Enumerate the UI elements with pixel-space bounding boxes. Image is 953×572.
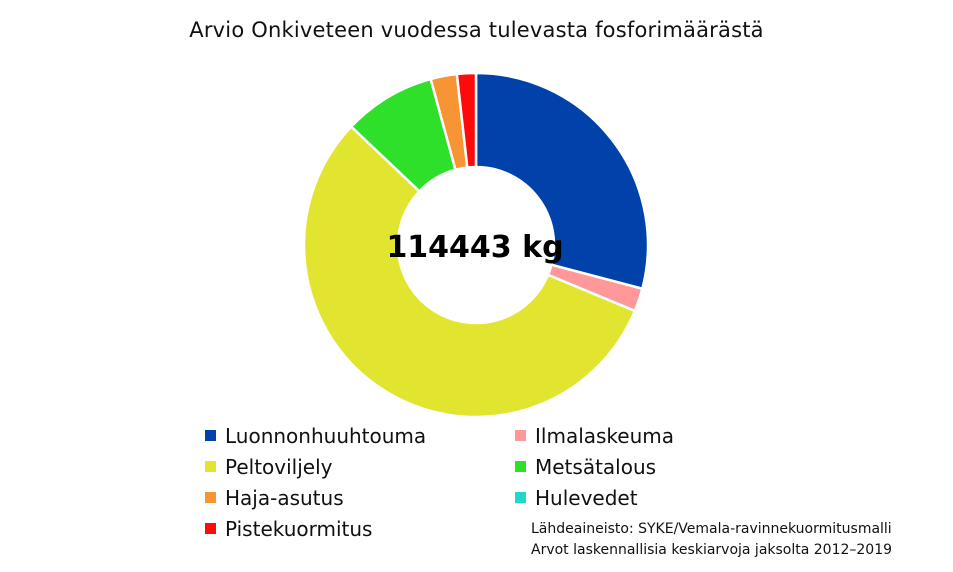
legend-item-metsatalous: Metsätalous — [515, 451, 725, 482]
source-note-line: Lähdeaineisto: SYKE/Vemala-ravinnekuormi… — [531, 521, 892, 537]
legend-item-hulevedet: Hulevedet — [515, 482, 725, 513]
source-note: Lähdeaineisto: SYKE/Vemala-ravinnekuormi… — [531, 519, 892, 561]
legend-label: Haja-asutus — [225, 485, 344, 510]
donut-slice-luonnonhuuhtouma — [474, 71, 650, 291]
period-note-line: Arvot laskennallisia keskiarvoja jaksolt… — [531, 542, 893, 558]
legend-swatch-haja-asutus — [205, 492, 216, 503]
legend-label: Metsätalous — [535, 454, 657, 479]
legend-item-haja-asutus: Haja-asutus — [205, 482, 515, 513]
legend-item-luonnonhuuhtouma: Luonnonhuuhtouma — [205, 420, 515, 451]
center-total-label: 114443 kg — [386, 230, 563, 265]
donut-slices — [302, 71, 650, 419]
donut-slice-pistekuormitus — [455, 71, 478, 169]
legend-label: Peltoviljely — [225, 454, 333, 479]
legend-label: Luonnonhuuhtouma — [225, 423, 427, 448]
chart-legend: Luonnonhuuhtouma Ilmalaskeuma Peltovilje… — [205, 420, 725, 544]
legend-swatch-peltoviljely — [205, 461, 216, 472]
chart-title: Arvio Onkiveteen vuodessa tulevasta fosf… — [189, 18, 764, 42]
legend-item-ilmalaskeuma: Ilmalaskeuma — [515, 420, 725, 451]
legend-swatch-luonnonhuuhtouma — [205, 430, 216, 441]
legend-label: Pistekuormitus — [225, 516, 373, 541]
legend-item-pistekuormitus: Pistekuormitus — [205, 513, 515, 544]
legend-label: Ilmalaskeuma — [535, 423, 675, 448]
legend-label: Hulevedet — [535, 485, 638, 510]
donut-slice-peltoviljely — [302, 124, 637, 419]
legend-swatch-metsatalous — [515, 461, 526, 472]
legend-swatch-hulevedet — [515, 492, 526, 503]
legend-swatch-pistekuormitus — [205, 523, 216, 534]
legend-item-peltoviljely: Peltoviljely — [205, 451, 515, 482]
legend-swatch-ilmalaskeuma — [515, 430, 526, 441]
